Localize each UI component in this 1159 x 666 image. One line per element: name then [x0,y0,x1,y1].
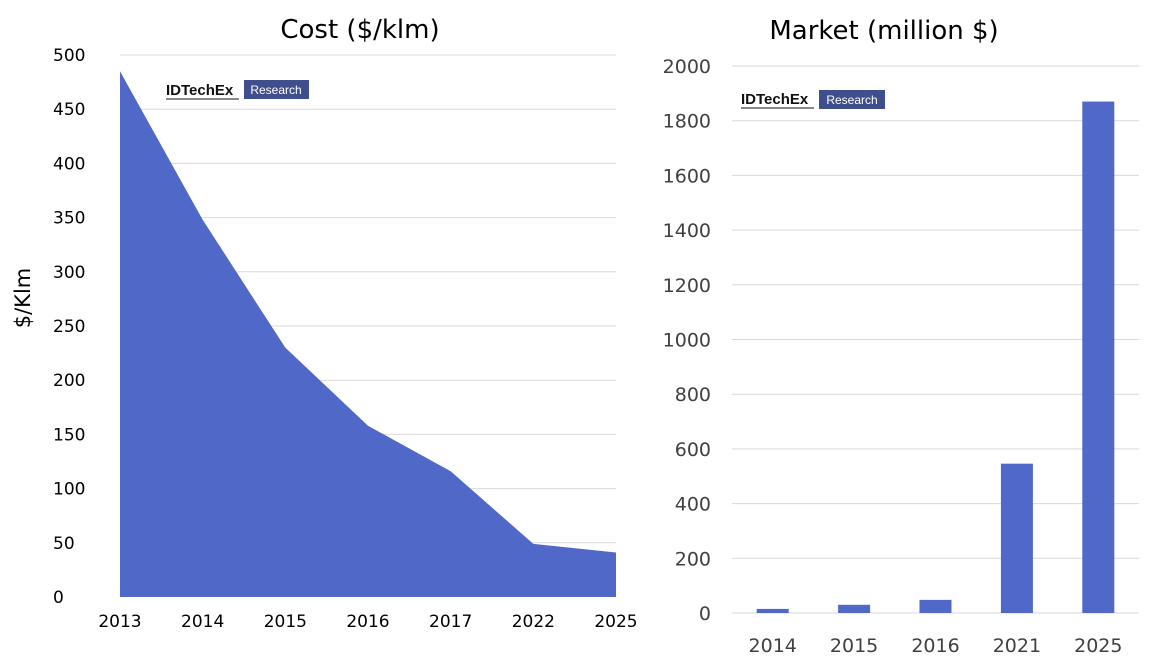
market-y-tick-label: 1000 [663,330,711,352]
logo-research-badge [819,90,885,109]
market-logo: IDTechEx Research [741,90,885,109]
cost-y-tick-label: 150 [53,425,85,445]
cost-x-tick-label: 2016 [346,612,389,632]
market-y-tick-label: 600 [675,439,711,461]
cost-x-tick-label: 2013 [98,612,141,632]
cost-y-tick-label: 500 [53,46,85,66]
market-y-tick-label: 400 [675,494,711,516]
cost-x-tick-label: 2017 [429,612,472,632]
market-bar [756,608,789,613]
market-chart-title: Market (million $) [769,16,998,46]
cost-area [120,71,616,597]
cost-logo: IDTechEx Research [166,80,309,100]
market-y-tick-label: 0 [699,603,711,625]
cost-y-tick-label: 0 [53,588,64,608]
market-y-tick-label: 1800 [663,111,711,133]
market-y-tick-label: 1400 [663,220,711,242]
cost-y-tick-label: 450 [53,100,85,120]
cost-x-tick-label: 2015 [264,612,307,632]
market-bars [756,101,1115,614]
market-y-tick-label: 800 [675,384,711,406]
cost-y-tick-label: 350 [53,209,85,229]
cost-x-tick-label: 2022 [512,612,555,632]
cost-chart: Cost ($/klm) 0 50 100 150 200 250 300 350 400 450… [11,15,638,632]
cost-y-tick-label: 300 [53,263,85,283]
cost-y-ticks: 0 50 100 150 200 250 300 350 400 450 500 [53,46,85,608]
cost-x-tick-label: 2014 [181,612,224,632]
idtechex-logo-text: IDTechEx [741,91,809,108]
cost-y-axis-label: $/Klm [11,268,35,329]
market-x-tick-label: 2014 [749,635,797,657]
cost-y-tick-label: 200 [53,371,85,391]
market-y-tick-label: 200 [675,548,711,570]
logo-research-text: Research [826,93,877,107]
market-x-tick-label: 2015 [830,635,878,657]
cost-chart-title: Cost ($/klm) [280,15,439,45]
market-y-tick-label: 1600 [663,165,711,187]
market-chart: Market (million $) 0 200 400 600 800 1000 1200… [663,16,1139,657]
market-bar [838,604,871,613]
cost-y-tick-label: 400 [53,154,85,174]
cost-x-ticks: 2013 2014 2015 2016 2017 2022 2025 [98,612,637,632]
cost-y-tick-label: 50 [53,534,75,554]
market-x-tick-label: 2021 [993,635,1041,657]
cost-x-tick-label: 2025 [594,612,637,632]
market-bar [1082,101,1115,614]
market-x-tick-label: 2025 [1074,635,1122,657]
logo-research-badge [244,80,309,99]
market-y-tick-label: 1200 [663,275,711,297]
market-bar [919,599,952,613]
cost-y-tick-label: 250 [53,317,85,337]
logo-research-text: Research [250,83,301,97]
market-grid [732,65,1139,614]
market-bar [1000,463,1033,613]
cost-y-tick-label: 100 [53,480,85,500]
market-y-ticks: 0 200 400 600 800 1000 1200 1400 1600 1800 2000 [663,56,711,625]
market-y-tick-label: 2000 [663,56,711,78]
market-x-ticks: 2014 2015 2016 2021 2025 [749,635,1123,657]
market-x-tick-label: 2016 [911,635,959,657]
idtechex-logo-text: IDTechEx [166,82,234,99]
